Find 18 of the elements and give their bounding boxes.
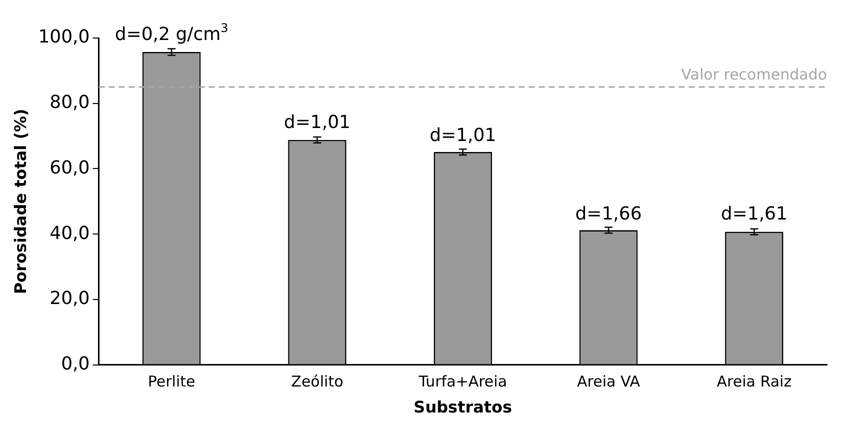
y-tick-label: 20,0: [50, 288, 90, 310]
x-tick-label: Perlite: [148, 372, 196, 391]
annotation: d=1,61: [720, 204, 788, 225]
y-tick-label: 100,0: [38, 26, 90, 48]
x-tick-label: Areia VA: [577, 372, 641, 391]
x-axis-title: Substratos: [414, 398, 512, 417]
y-tick-label: 80,0: [50, 92, 90, 114]
y-axis-title: Porosidade total (%): [10, 108, 30, 294]
x-tick-label: Areia Raiz: [716, 372, 792, 391]
y-tick-label: 60,0: [50, 157, 90, 178]
annotation: d=1,01: [430, 125, 496, 146]
annotation: d=1,01: [284, 112, 351, 134]
x-tick-label: Zeólito: [291, 372, 344, 391]
y-tick-label: 40,0: [50, 222, 90, 244]
annotation: d=1,66: [575, 204, 642, 225]
y-tick-label: 0,0: [61, 353, 90, 374]
ref-line-label: Valor recomendado: [681, 65, 827, 84]
x-tick-label: Turfa+Areia: [418, 372, 508, 391]
